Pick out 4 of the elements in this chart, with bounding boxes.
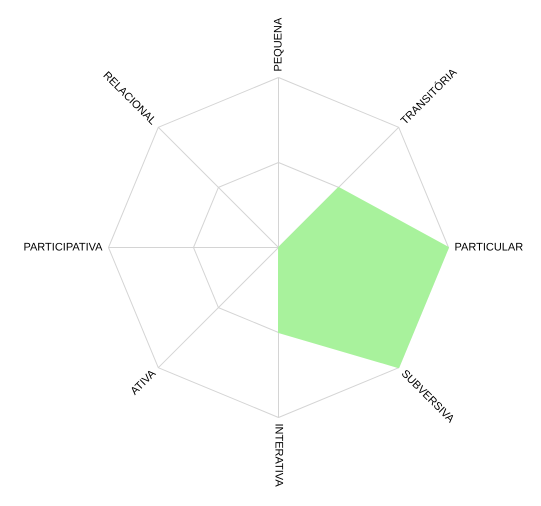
spoke-label: PEQUENA [272,17,284,72]
spoke-label: PARTICULAR [454,242,524,254]
spoke-label: PARTICIPATIVA [23,242,104,254]
spoke-label: INTERATIVA [272,424,284,488]
